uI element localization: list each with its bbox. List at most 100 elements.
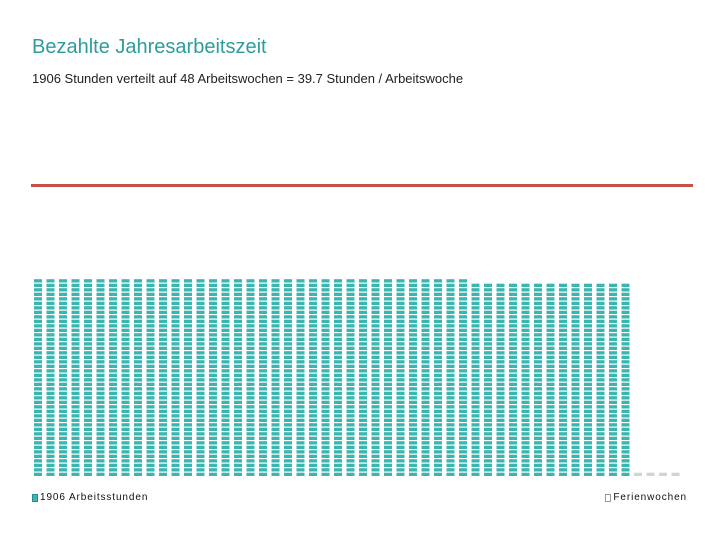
work-hour-cell xyxy=(496,292,505,296)
work-hour-cell xyxy=(621,400,630,404)
work-hour-cell xyxy=(34,441,42,445)
work-hour-cell xyxy=(221,355,230,359)
work-hour-cell xyxy=(384,441,392,445)
work-hour-cell xyxy=(96,369,105,373)
work-hour-cell xyxy=(234,418,242,422)
work-hour-cell xyxy=(121,319,130,323)
work-hour-cell xyxy=(234,432,242,436)
work-hour-cell xyxy=(71,405,80,409)
work-hour-cell xyxy=(234,378,242,382)
work-hour-cell xyxy=(84,333,92,337)
work-hour-cell xyxy=(571,436,580,440)
week-column-25 xyxy=(334,279,342,476)
work-hour-cell xyxy=(571,423,580,427)
work-hour-cell xyxy=(209,279,217,283)
work-hour-cell xyxy=(559,360,567,364)
work-hour-cell xyxy=(371,378,380,382)
work-hour-cell xyxy=(246,355,255,359)
work-hour-cell xyxy=(271,459,280,463)
work-hour-cell xyxy=(384,378,392,382)
work-hour-cell xyxy=(509,409,517,413)
work-hour-cell xyxy=(246,387,255,391)
work-hour-cell xyxy=(134,328,142,332)
work-hour-cell xyxy=(571,324,580,328)
work-hour-cell xyxy=(146,409,155,413)
work-hour-cell xyxy=(321,463,330,467)
work-hour-cell xyxy=(246,450,255,454)
work-hour-cell xyxy=(559,355,567,359)
work-hour-cell xyxy=(271,414,280,418)
work-hour-cell xyxy=(409,396,417,400)
work-hour-cell xyxy=(34,355,42,359)
work-hour-cell xyxy=(234,324,242,328)
work-hour-cell xyxy=(584,346,592,350)
work-hour-cell xyxy=(171,342,180,346)
work-hour-cell xyxy=(296,288,305,292)
work-hour-cell xyxy=(196,279,205,283)
work-hour-cell xyxy=(409,324,417,328)
work-hour-cell xyxy=(459,292,467,296)
work-hour-cell xyxy=(459,337,467,341)
work-hour-cell xyxy=(184,315,192,319)
work-hour-cell xyxy=(146,418,155,422)
work-hour-cell xyxy=(421,301,430,305)
work-hour-cell xyxy=(509,441,517,445)
work-hour-cell xyxy=(159,315,167,319)
work-hour-cell xyxy=(609,400,617,404)
work-hour-cell xyxy=(146,441,155,445)
work-hour-cell xyxy=(84,283,92,287)
work-hour-cell xyxy=(184,369,192,373)
work-hour-cell xyxy=(84,387,92,391)
work-hour-cell xyxy=(121,454,130,458)
vacation-cell xyxy=(646,472,655,476)
work-hour-cell xyxy=(96,346,105,350)
work-hour-cell xyxy=(371,355,380,359)
work-hour-cell xyxy=(571,328,580,332)
work-hour-cell xyxy=(196,445,205,449)
work-hour-cell xyxy=(271,333,280,337)
work-hour-cell xyxy=(609,283,617,287)
work-hour-cell xyxy=(121,351,130,355)
work-hour-cell xyxy=(46,324,55,328)
week-column-31 xyxy=(409,279,417,476)
work-hour-cell xyxy=(521,441,530,445)
work-hour-cell xyxy=(59,436,67,440)
work-hour-cell xyxy=(84,450,92,454)
work-hour-cell xyxy=(334,369,342,373)
work-hour-cell xyxy=(434,400,442,404)
work-hour-cell xyxy=(121,373,130,377)
work-hour-cell xyxy=(159,436,167,440)
work-hour-cell xyxy=(609,387,617,391)
work-hour-cell xyxy=(471,306,480,310)
work-hour-cell xyxy=(71,351,80,355)
work-hour-cell xyxy=(384,319,392,323)
work-hour-cell xyxy=(284,301,292,305)
work-hour-cell xyxy=(96,423,105,427)
work-hour-cell xyxy=(446,337,455,341)
work-hour-cell xyxy=(71,315,80,319)
work-hour-cell xyxy=(346,369,355,373)
work-hour-cell xyxy=(409,414,417,418)
work-hour-cell xyxy=(471,369,480,373)
work-hour-cell xyxy=(359,396,367,400)
work-hour-cell xyxy=(71,396,80,400)
work-hour-cell xyxy=(209,324,217,328)
work-hour-cell xyxy=(346,306,355,310)
week-column-1 xyxy=(34,279,42,476)
work-hour-cell xyxy=(359,454,367,458)
work-hour-cell xyxy=(271,283,280,287)
work-hour-cell xyxy=(621,382,630,386)
work-hour-cell xyxy=(359,306,367,310)
work-hour-cell xyxy=(334,297,342,301)
work-hour-cell xyxy=(371,414,380,418)
work-hour-cell xyxy=(384,373,392,377)
work-hour-cell xyxy=(109,342,117,346)
work-hour-cell xyxy=(184,355,192,359)
work-hour-cell xyxy=(46,292,55,296)
work-hour-cell xyxy=(159,288,167,292)
work-hour-cell xyxy=(571,310,580,314)
work-hour-cell xyxy=(434,337,442,341)
work-hour-cell xyxy=(496,459,505,463)
work-hour-cell xyxy=(209,387,217,391)
work-hour-cell xyxy=(334,468,342,472)
